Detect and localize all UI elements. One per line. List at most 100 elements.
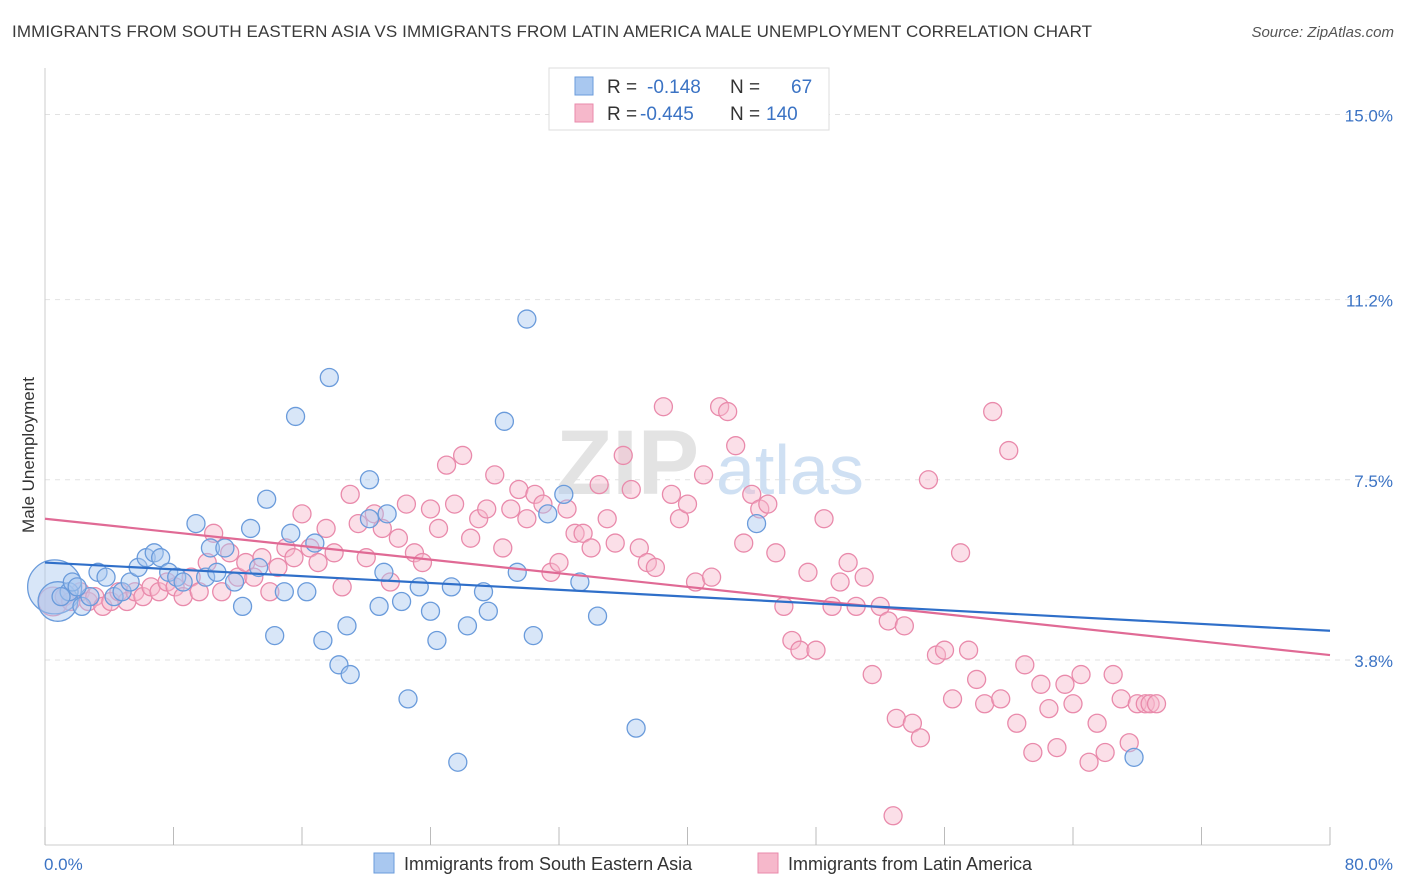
latin-america-point-106 (894, 616, 914, 636)
latin-america-point-101 (854, 567, 874, 587)
south-eastern-asia-point-38 (340, 664, 360, 685)
latin-america-point-58 (509, 479, 529, 500)
bottom-legend-swatch-series2 (757, 852, 779, 874)
latin-america-point-51 (452, 445, 473, 466)
latin-america-point-89 (758, 494, 778, 514)
latin-america-point-94 (798, 562, 818, 582)
latin-america-point-111 (934, 640, 955, 660)
south-eastern-asia-point-45 (398, 689, 418, 709)
y-tick-labels: 3.8% 7.5% 11.2% 15.0% (1345, 107, 1393, 671)
south-eastern-asia-point-59 (554, 484, 574, 505)
legend-r-value-1: -0.148 (647, 77, 701, 98)
legend-r-label-1: R = (607, 77, 637, 98)
south-eastern-asia-point-5 (80, 586, 100, 607)
south-eastern-asia-point-52 (473, 582, 494, 602)
bottom-legend: Immigrants from South Eastern Asia Immig… (373, 852, 1033, 874)
latin-america-point-116 (975, 694, 995, 714)
legend-n-label-1: N = (730, 77, 760, 98)
south-eastern-asia-point-30 (281, 523, 301, 543)
south-eastern-asia-point-23 (224, 572, 245, 592)
latin-america-point-41 (372, 518, 392, 539)
south-eastern-asia-point-19 (195, 567, 216, 587)
south-eastern-asia-point-39 (359, 470, 380, 490)
latin-america-point-53 (469, 509, 489, 529)
grid-lines (45, 114, 1390, 661)
latin-america-point-56 (493, 538, 513, 558)
south-eastern-asia-point-57 (523, 625, 543, 646)
latin-america-point-37 (340, 484, 360, 505)
latin-america-point-128 (1071, 664, 1091, 685)
south-eastern-asia-point-26 (248, 557, 269, 578)
x-tick-labels: 0.0% 80.0% (44, 855, 1393, 874)
latin-america-point-105 (886, 708, 906, 729)
axes (44, 68, 1331, 846)
legend-n-label-2: N = (730, 104, 760, 125)
latin-america-point-114 (958, 640, 979, 660)
latin-america-point-38 (348, 513, 368, 534)
latin-america-point-98 (830, 572, 850, 592)
latin-america-point-55 (485, 465, 505, 485)
latin-america-point-28 (268, 557, 288, 578)
south-eastern-asia-point-46 (409, 577, 429, 597)
latin-america-point-43 (388, 528, 409, 548)
latin-america-point-49 (436, 455, 457, 475)
latin-america-point-121 (1015, 655, 1035, 675)
latin-america-point-61 (533, 494, 553, 514)
latin-america-point-46 (412, 552, 433, 573)
latin-america-point-79 (677, 494, 698, 514)
bottom-legend-label-series2: Immigrants from Latin America (788, 854, 1033, 874)
south-eastern-asia-point-40 (359, 509, 380, 529)
latin-america-point-64 (557, 499, 577, 519)
latin-america-point-57 (501, 499, 521, 519)
latin-america-point-54 (477, 499, 497, 519)
latin-america-point-126 (1055, 674, 1075, 694)
south-eastern-asia-point-54 (494, 411, 515, 431)
latin-america-point-76 (653, 397, 674, 417)
latin-america-point-35 (324, 543, 344, 563)
south-eastern-asia-point-9 (112, 582, 132, 602)
south-eastern-asia-point-61 (587, 606, 608, 626)
y-tick-label-0: 3.8% (1354, 652, 1393, 671)
south-eastern-asia-point-62 (626, 718, 646, 738)
latin-america-point-66 (573, 523, 593, 543)
top-legend: R = -0.148 N = 67 R = -0.445 N = 140 (548, 67, 830, 131)
legend-box (548, 67, 830, 131)
latin-america-point-63 (549, 552, 569, 573)
latin-america-point-36 (332, 577, 352, 597)
latin-america-point-44 (396, 494, 417, 514)
south-eastern-asia-point-4 (72, 596, 92, 617)
latin-america-point-81 (693, 465, 714, 485)
south-eastern-asia-point-20 (200, 538, 221, 558)
latin-america-point-118 (991, 689, 1011, 709)
bottom-legend-label-series1: Immigrants from South Eastern Asia (404, 854, 693, 874)
legend-swatch-series1 (574, 76, 594, 96)
series-latin-america-points (37, 397, 1167, 826)
latin-america-point-138 (1140, 694, 1160, 714)
latin-america-point-59 (517, 509, 537, 529)
south-eastern-asia-point-53 (478, 601, 498, 621)
south-eastern-asia-point-33 (305, 533, 325, 553)
trend-lines (44, 517, 1331, 657)
latin-america-point-99 (838, 552, 858, 573)
latin-america-point-104 (878, 611, 898, 631)
south-eastern-asia-point-31 (285, 406, 306, 427)
latin-america-point-136 (1135, 694, 1155, 714)
latin-america-point-78 (669, 509, 690, 529)
legend-r-value-2: -0.445 (640, 104, 694, 125)
latin-america-point-119 (999, 440, 1019, 461)
south-eastern-asia-point-58 (538, 504, 558, 524)
series-south-eastern-asia-points (26, 309, 1144, 772)
latin-america-point-27 (260, 582, 280, 602)
latin-america-point-130 (1087, 713, 1107, 733)
south-eastern-asia-point-49 (441, 577, 462, 597)
south-eastern-asia-point-41 (369, 596, 389, 617)
latin-america-point-97 (822, 596, 842, 617)
latin-america-point-122 (1023, 742, 1043, 763)
latin-america-point-30 (284, 548, 304, 568)
legend-n-value-1: 67 (791, 77, 812, 98)
latin-america-point-131 (1095, 742, 1115, 763)
latin-america-point-107 (902, 713, 923, 733)
latin-america-point-109 (918, 470, 939, 490)
latin-america-point-139 (1146, 694, 1167, 714)
